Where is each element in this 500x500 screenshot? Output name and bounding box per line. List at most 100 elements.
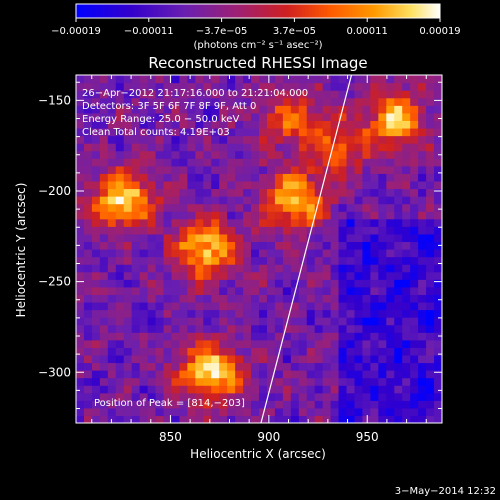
heatmap-cell bbox=[418, 143, 427, 152]
heatmap-cell bbox=[362, 279, 371, 288]
heatmap-cell bbox=[227, 105, 236, 114]
heatmap-cell bbox=[91, 188, 101, 197]
heatmap-cell bbox=[402, 120, 411, 129]
heatmap-cell bbox=[426, 150, 435, 159]
heatmap-cell bbox=[418, 415, 427, 423]
heatmap-cell bbox=[99, 233, 109, 243]
heatmap-cell bbox=[163, 218, 173, 227]
heatmap-cell bbox=[402, 233, 411, 243]
heatmap-cell bbox=[354, 211, 364, 220]
heatmap-cell bbox=[322, 249, 332, 258]
heatmap-cell bbox=[394, 264, 403, 273]
heatmap-cell bbox=[322, 75, 332, 84]
heatmap-cell bbox=[171, 218, 181, 227]
heatmap-cell bbox=[171, 211, 181, 220]
heatmap-cell bbox=[171, 127, 181, 137]
heatmap-cell bbox=[76, 407, 85, 417]
heatmap-cell bbox=[83, 226, 93, 235]
heatmap-cell bbox=[147, 294, 157, 303]
heatmap-cell bbox=[187, 370, 196, 379]
heatmap-cell bbox=[362, 196, 371, 205]
colorbar-tick-label: −0.00011 bbox=[124, 26, 174, 37]
heatmap-cell bbox=[362, 301, 371, 311]
heatmap-cell bbox=[243, 241, 252, 250]
heatmap-cell bbox=[426, 127, 435, 137]
heatmap-cell bbox=[251, 271, 260, 280]
heatmap-cell bbox=[386, 264, 395, 273]
heatmap-cell bbox=[107, 180, 117, 190]
heatmap-cell bbox=[227, 332, 236, 341]
heatmap-cell bbox=[131, 339, 141, 348]
heatmap-cell bbox=[354, 347, 364, 356]
heatmap-cell bbox=[243, 294, 252, 303]
heatmap-cell bbox=[195, 407, 204, 417]
heatmap-cell bbox=[91, 180, 101, 190]
heatmap-cell bbox=[346, 392, 356, 401]
heatmap-cell bbox=[259, 271, 268, 280]
heatmap-cell bbox=[131, 75, 141, 84]
heatmap-cell bbox=[266, 218, 276, 227]
heatmap-cell bbox=[211, 400, 220, 409]
heatmap-cell bbox=[219, 324, 228, 333]
heatmap-cell bbox=[330, 294, 340, 303]
heatmap-cell bbox=[338, 249, 348, 258]
heatmap-cell bbox=[370, 249, 379, 258]
heatmap-cell bbox=[235, 347, 244, 356]
heatmap-cell bbox=[123, 75, 133, 84]
heatmap-cell bbox=[410, 317, 419, 326]
heatmap-cell bbox=[410, 264, 419, 273]
heatmap-cell bbox=[203, 317, 212, 326]
heatmap-cell bbox=[211, 317, 220, 326]
heatmap-cell bbox=[123, 309, 133, 318]
heatmap-cell bbox=[362, 271, 371, 280]
heatmap-cell bbox=[163, 120, 173, 129]
heatmap-cell bbox=[147, 347, 157, 356]
heatmap-cell bbox=[76, 196, 85, 205]
heatmap-cell bbox=[139, 241, 149, 250]
heatmap-cell bbox=[306, 332, 316, 341]
heatmap-cell bbox=[354, 362, 364, 371]
heatmap-cell bbox=[115, 158, 125, 167]
heatmap-cell bbox=[402, 165, 411, 174]
heatmap-cell bbox=[83, 377, 93, 386]
heatmap-cell bbox=[115, 105, 125, 114]
heatmap-cell bbox=[259, 226, 268, 235]
heatmap-cell bbox=[195, 301, 204, 311]
heatmap-cell bbox=[418, 173, 427, 182]
heatmap-cell bbox=[378, 294, 387, 303]
heatmap-cell bbox=[147, 226, 157, 235]
heatmap-cell bbox=[219, 196, 228, 205]
heatmap-cell bbox=[282, 301, 292, 311]
heatmap-cell bbox=[386, 97, 395, 106]
heatmap-cell bbox=[163, 324, 173, 333]
heatmap-cell bbox=[282, 135, 292, 144]
heatmap-cell bbox=[211, 226, 220, 235]
heatmap-cell bbox=[322, 271, 332, 280]
heatmap-cell bbox=[290, 400, 300, 409]
heatmap-cell bbox=[91, 135, 101, 144]
heatmap-cell bbox=[354, 332, 364, 341]
heatmap-cell bbox=[163, 82, 173, 91]
heatmap-cell bbox=[155, 339, 165, 348]
heatmap-cell bbox=[83, 180, 93, 190]
heatmap-cell bbox=[330, 362, 340, 371]
heatmap-cell bbox=[131, 90, 141, 99]
heatmap-cell bbox=[219, 82, 228, 91]
heatmap-cell bbox=[91, 370, 101, 379]
heatmap-cell bbox=[314, 339, 324, 348]
heatmap-cell bbox=[386, 279, 395, 288]
heatmap-cell bbox=[76, 279, 85, 288]
heatmap-cell bbox=[386, 158, 395, 167]
heatmap-cell bbox=[259, 165, 268, 174]
heatmap-cell bbox=[410, 150, 419, 159]
heatmap-cell bbox=[219, 301, 228, 311]
heatmap-cell bbox=[410, 226, 419, 235]
heatmap-cell bbox=[402, 377, 411, 386]
heatmap-cell bbox=[426, 249, 435, 258]
heatmap-cell bbox=[243, 354, 252, 364]
heatmap-cell bbox=[235, 218, 244, 227]
heatmap-cell bbox=[290, 196, 300, 205]
heatmap-cell bbox=[306, 112, 316, 121]
heatmap-cell bbox=[91, 317, 101, 326]
heatmap-cell bbox=[163, 407, 173, 417]
